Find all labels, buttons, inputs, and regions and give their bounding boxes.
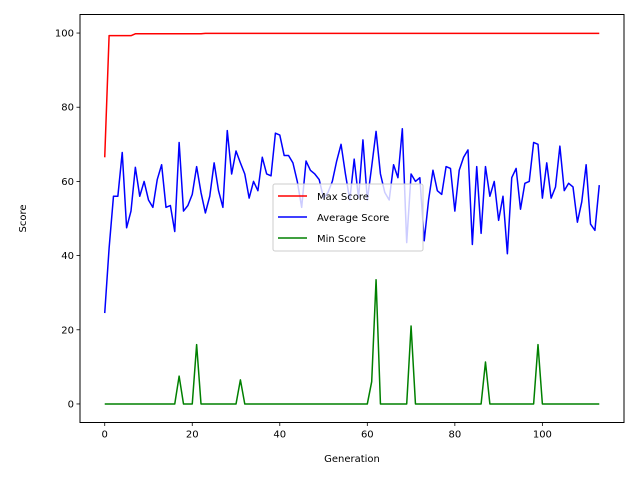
y-tick-label: 40 — [61, 251, 74, 262]
series-line-max-score — [103, 32, 600, 158]
series-line-min-score — [104, 278, 600, 405]
axes: 0 20 40 60 80 100 0 20 40 60 80 100 — [55, 14, 625, 441]
x-tick-label: 0 — [102, 430, 108, 441]
x-tick-label: 20 — [186, 430, 199, 441]
legend-label-average-score: Average Score — [317, 213, 389, 224]
legend-label-min-score: Min Score — [317, 234, 366, 245]
x-axis-label: Generation — [324, 454, 380, 465]
plot-frame — [79, 14, 625, 423]
x-tick-label: 80 — [448, 430, 461, 441]
y-tick-label: 100 — [55, 29, 74, 40]
x-tick-label: 40 — [273, 430, 286, 441]
legend: Max Score Average Score Min Score — [272, 183, 424, 252]
y-tick-label: 80 — [61, 103, 74, 114]
series-line-average-score — [103, 127, 601, 314]
y-tick-label: 60 — [61, 177, 74, 188]
x-tick-label: 100 — [533, 430, 552, 441]
y-tick-label: 0 — [68, 399, 74, 410]
legend-box — [272, 183, 424, 252]
series-lines — [103, 32, 601, 405]
x-tick-label: 60 — [361, 430, 374, 441]
y-tick-label: 20 — [61, 325, 74, 336]
y-axis-label: Score — [18, 204, 29, 232]
legend-label-max-score: Max Score — [317, 192, 369, 203]
